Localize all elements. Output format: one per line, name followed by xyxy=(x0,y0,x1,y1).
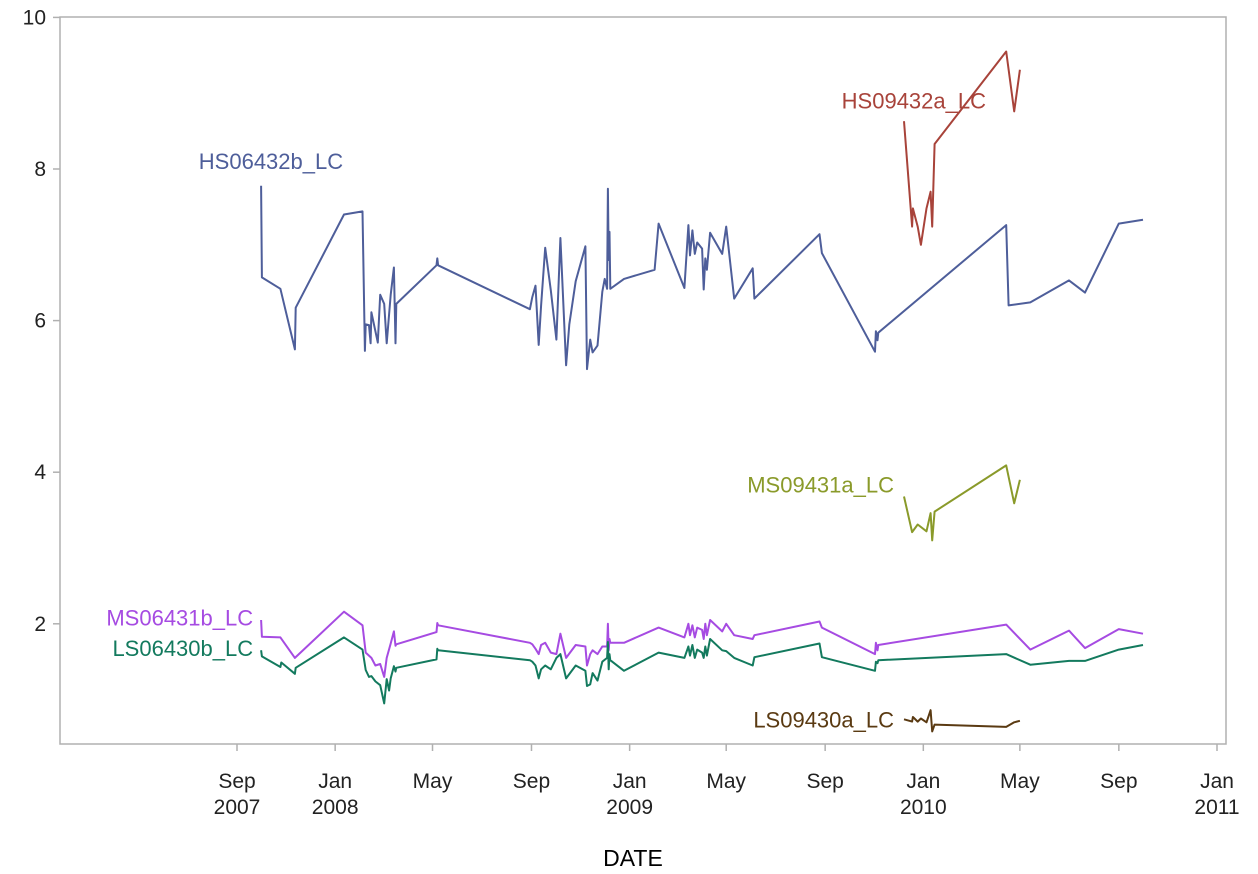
x-tick-label: May xyxy=(1000,770,1040,793)
x-tick-year-label: 2010 xyxy=(900,796,947,819)
x-tick-label: Sep xyxy=(218,770,255,793)
x-tick-year-label: 2011 xyxy=(1194,796,1239,819)
series-line-ls06430b-lc xyxy=(260,636,1144,705)
x-tick-label: May xyxy=(706,770,746,793)
x-tick-label: Jan xyxy=(906,770,940,793)
y-tick-label: 6 xyxy=(34,310,46,333)
y-tick-label: 10 xyxy=(23,6,46,29)
series-line-ms06431b-lc xyxy=(260,610,1144,678)
series-label-ms06431b-lc: MS06431b_LC xyxy=(106,605,253,630)
x-tick-label: Jan xyxy=(318,770,352,793)
series-label-hs06432b-lc: HS06432b_LC xyxy=(199,149,343,174)
x-tick-label: Sep xyxy=(806,770,843,793)
series-line-hs09432a-lc xyxy=(903,50,1021,246)
series-label-hs09432a-lc: HS09432a_LC xyxy=(842,88,986,113)
series-labels: HS06432b_LC HS09432a_LC MS09431a_LC MS06431… xyxy=(106,88,986,732)
x-tick-label: Jan xyxy=(1200,770,1234,793)
series-label-ms09431a-lc: MS09431a_LC xyxy=(747,472,894,497)
x-tick-year-label: 2007 xyxy=(214,796,261,819)
x-tick-label: Sep xyxy=(513,770,550,793)
y-axis: 2 4 6 8 10 xyxy=(23,6,60,636)
series-label-ls09430a-lc: LS09430a_LC xyxy=(753,707,894,732)
series-label-ls06430b-lc: LS06430b_LC xyxy=(112,636,253,661)
x-axis-title: DATE xyxy=(603,845,663,871)
x-tick-label: May xyxy=(413,770,453,793)
x-tick-label: Sep xyxy=(1100,770,1137,793)
plot-frame xyxy=(59,16,1227,745)
x-tick-label: Jan xyxy=(613,770,647,793)
series-line-ms09431a-lc xyxy=(903,464,1021,542)
series-line-hs06432b-lc xyxy=(260,185,1144,371)
series-layer xyxy=(260,50,1144,733)
y-tick-label: 2 xyxy=(34,613,46,636)
series-line-ls09430a-lc xyxy=(903,709,1021,733)
y-tick-label: 4 xyxy=(34,461,46,484)
y-tick-label: 8 xyxy=(34,158,46,181)
x-tick-year-label: 2008 xyxy=(312,796,359,819)
x-tick-year-label: 2009 xyxy=(606,796,653,819)
x-axis: Sep 2007 Jan 2008 May Sep Jan 2009 May Sep Jan 2010… xyxy=(214,744,1240,819)
